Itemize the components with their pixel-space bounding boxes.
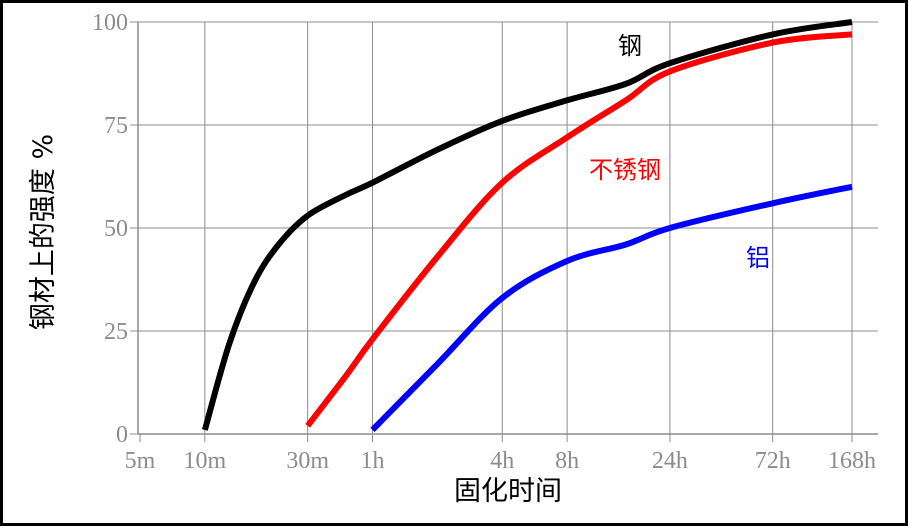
x-tick-label: 5m <box>125 448 156 474</box>
x-tick-label: 30m <box>286 448 329 474</box>
series-line-stainless-steel <box>305 31 853 428</box>
y-tick-label: 0 <box>116 422 128 448</box>
x-tick-label: 4h <box>490 448 514 474</box>
x-tick-label: 24h <box>652 448 688 474</box>
series-label-stainless-steel: 不锈钢 <box>589 156 661 184</box>
series-label-steel: 钢 <box>618 32 642 60</box>
y-tick-labels: 0 25 50 75 100 <box>92 10 128 448</box>
x-tick-label: 10m <box>184 448 227 474</box>
x-tick-label: 8h <box>555 448 579 474</box>
series-lines <box>202 19 853 433</box>
series-line-aluminum <box>370 183 853 433</box>
x-tick-labels: 5m 10m 30m 1h 4h 8h 24h 72h 168h <box>125 448 876 474</box>
x-tick-label: 168h <box>828 448 876 474</box>
axes <box>130 21 878 442</box>
y-tick-label: 50 <box>104 216 128 242</box>
y-tick-label: 75 <box>104 113 128 139</box>
y-tick-label: 25 <box>104 319 128 345</box>
x-tick-label: 1h <box>361 448 385 474</box>
y-tick-label: 100 <box>92 10 128 36</box>
x-tick-label: 72h <box>755 448 791 474</box>
series-label-aluminum: 铝 <box>746 244 770 272</box>
y-axis-title: 钢材上的强度 % <box>28 134 59 330</box>
series-line-steel <box>202 19 853 431</box>
grid-lines <box>138 21 878 434</box>
x-axis-title: 固化时间 <box>454 476 562 507</box>
